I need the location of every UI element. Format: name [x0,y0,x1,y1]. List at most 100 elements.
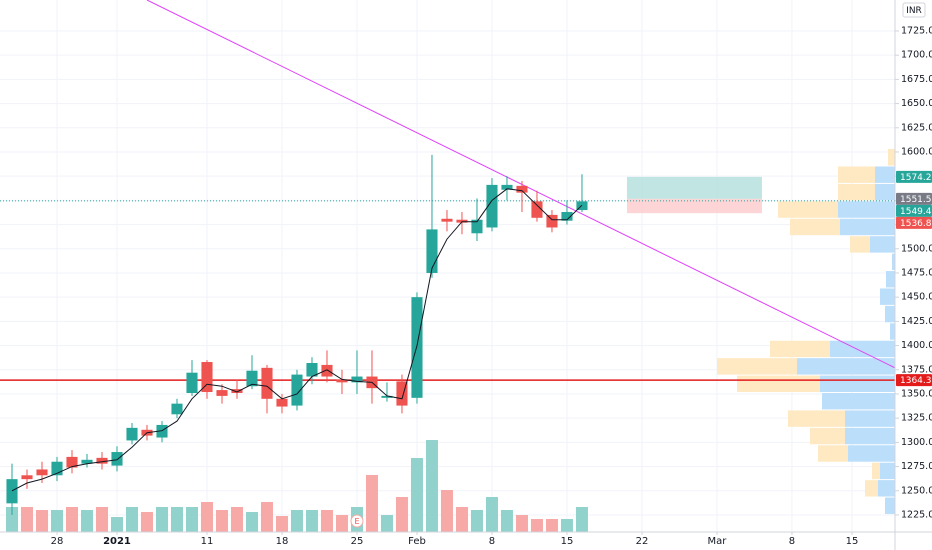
volume-bar [530,519,543,532]
candle-body [66,456,78,468]
volume-bar [20,507,33,532]
volume-bar [440,490,453,532]
volume-bar [425,440,438,532]
candle-body [321,364,333,377]
volume-bar [215,510,228,532]
volume-profile-up [878,480,895,497]
y-tick-label: 1450.00 [901,292,932,303]
trendline [146,0,895,369]
candle-body [561,211,573,221]
moving-average [11,188,583,492]
volume-profile-up [797,358,895,375]
y-tick-label: 1250.00 [901,485,932,496]
volume-bar [395,497,408,532]
y-tick-label: 1425.00 [901,316,932,327]
price-tag-label: 1574.25 [900,173,932,183]
volume-bar [410,458,423,532]
volume-bar [560,519,573,532]
x-tick-label: 15 [561,536,574,547]
candle-body [276,398,288,407]
position-stop [626,198,762,214]
volume-bar [200,502,213,532]
volume-bar [320,510,333,532]
candle-body [6,479,18,504]
volume-bar [545,519,558,532]
volume-profile-down [788,410,845,427]
volume-profile-down [872,462,880,480]
volume-profile-up [822,392,895,410]
volume-bar [80,510,93,532]
plot-area: E [0,0,895,532]
y-tick-label: 1350.00 [901,388,932,399]
volume-bar [365,475,378,532]
y-tick-label: 1500.00 [901,243,932,254]
x-tick-label: 18 [276,536,289,547]
candle-body [531,201,543,218]
candle-body [351,376,363,383]
volume-bar [515,515,528,532]
candle-body [201,362,213,393]
y-tick-label: 1725.00 [901,25,932,36]
candle-body [231,389,243,393]
volume-profile-up [875,166,895,183]
volume-profile-down [818,445,848,462]
volume-bar [500,510,513,532]
candle-body [156,424,168,438]
volume-bar [305,510,318,532]
volume-bar [230,507,243,532]
candle-body [261,367,273,399]
volume-profile-up [886,271,895,288]
volume-profile-up [885,497,895,514]
candle-body [381,395,393,398]
volume-profile-up [890,323,895,340]
candle-body [171,403,183,415]
volume-profile-down [737,375,820,392]
price-tag-label: 1364.35 [900,376,932,386]
volume-bar [125,507,138,532]
candle-body [426,229,438,273]
candle-body [471,219,483,234]
price-tag-label: 1551.55 [900,195,932,205]
candle-body [501,184,513,190]
volume-profile-up [892,253,895,271]
candle-body [216,390,228,396]
x-tick-label: 2021 [103,536,131,547]
volume-profile-down [850,236,870,253]
candle-body [306,362,318,377]
volume-profile-down [810,427,845,445]
candle-body [456,219,468,223]
volume-bar [155,507,168,532]
event-label[interactable]: E [354,517,359,526]
y-tick-label: 1675.00 [901,74,932,85]
y-tick-label: 1275.00 [901,461,932,472]
volume-bar [455,507,468,532]
price-tag-label: 1536.80 [900,219,932,229]
volume-profile-up [848,445,895,462]
volume-bar [245,512,258,532]
volume-profile-up [820,375,895,392]
volume-bar [275,516,288,532]
x-tick-label: Feb [408,536,426,547]
volume-profile-down [888,149,895,166]
candle-body [336,379,348,383]
volume-bar [380,515,393,532]
x-tick-label: 25 [351,536,364,547]
volume-bar [65,507,78,532]
axis-layer: 1225.00 1250.00 1275.00 1300.00 1325.00 1350.… [0,25,932,547]
candle-body [111,452,123,466]
volume-profile-up [875,183,895,201]
volume-bar [575,507,588,532]
x-tick-label: 15 [846,536,859,547]
volume-profile-up [880,288,895,305]
price-tag [896,374,932,387]
y-tick-label: 1650.00 [901,98,932,109]
y-tick-label: 1700.00 [901,50,932,61]
candle-body [291,374,303,406]
volume-profile-up [840,218,895,236]
y-tick-label: 1400.00 [901,340,932,351]
volume-bar [485,497,498,532]
currency-box[interactable] [902,2,926,18]
x-tick-label: 8 [489,536,495,547]
currency[interactable]: INR [906,6,922,16]
volume-profile-up [845,427,895,445]
